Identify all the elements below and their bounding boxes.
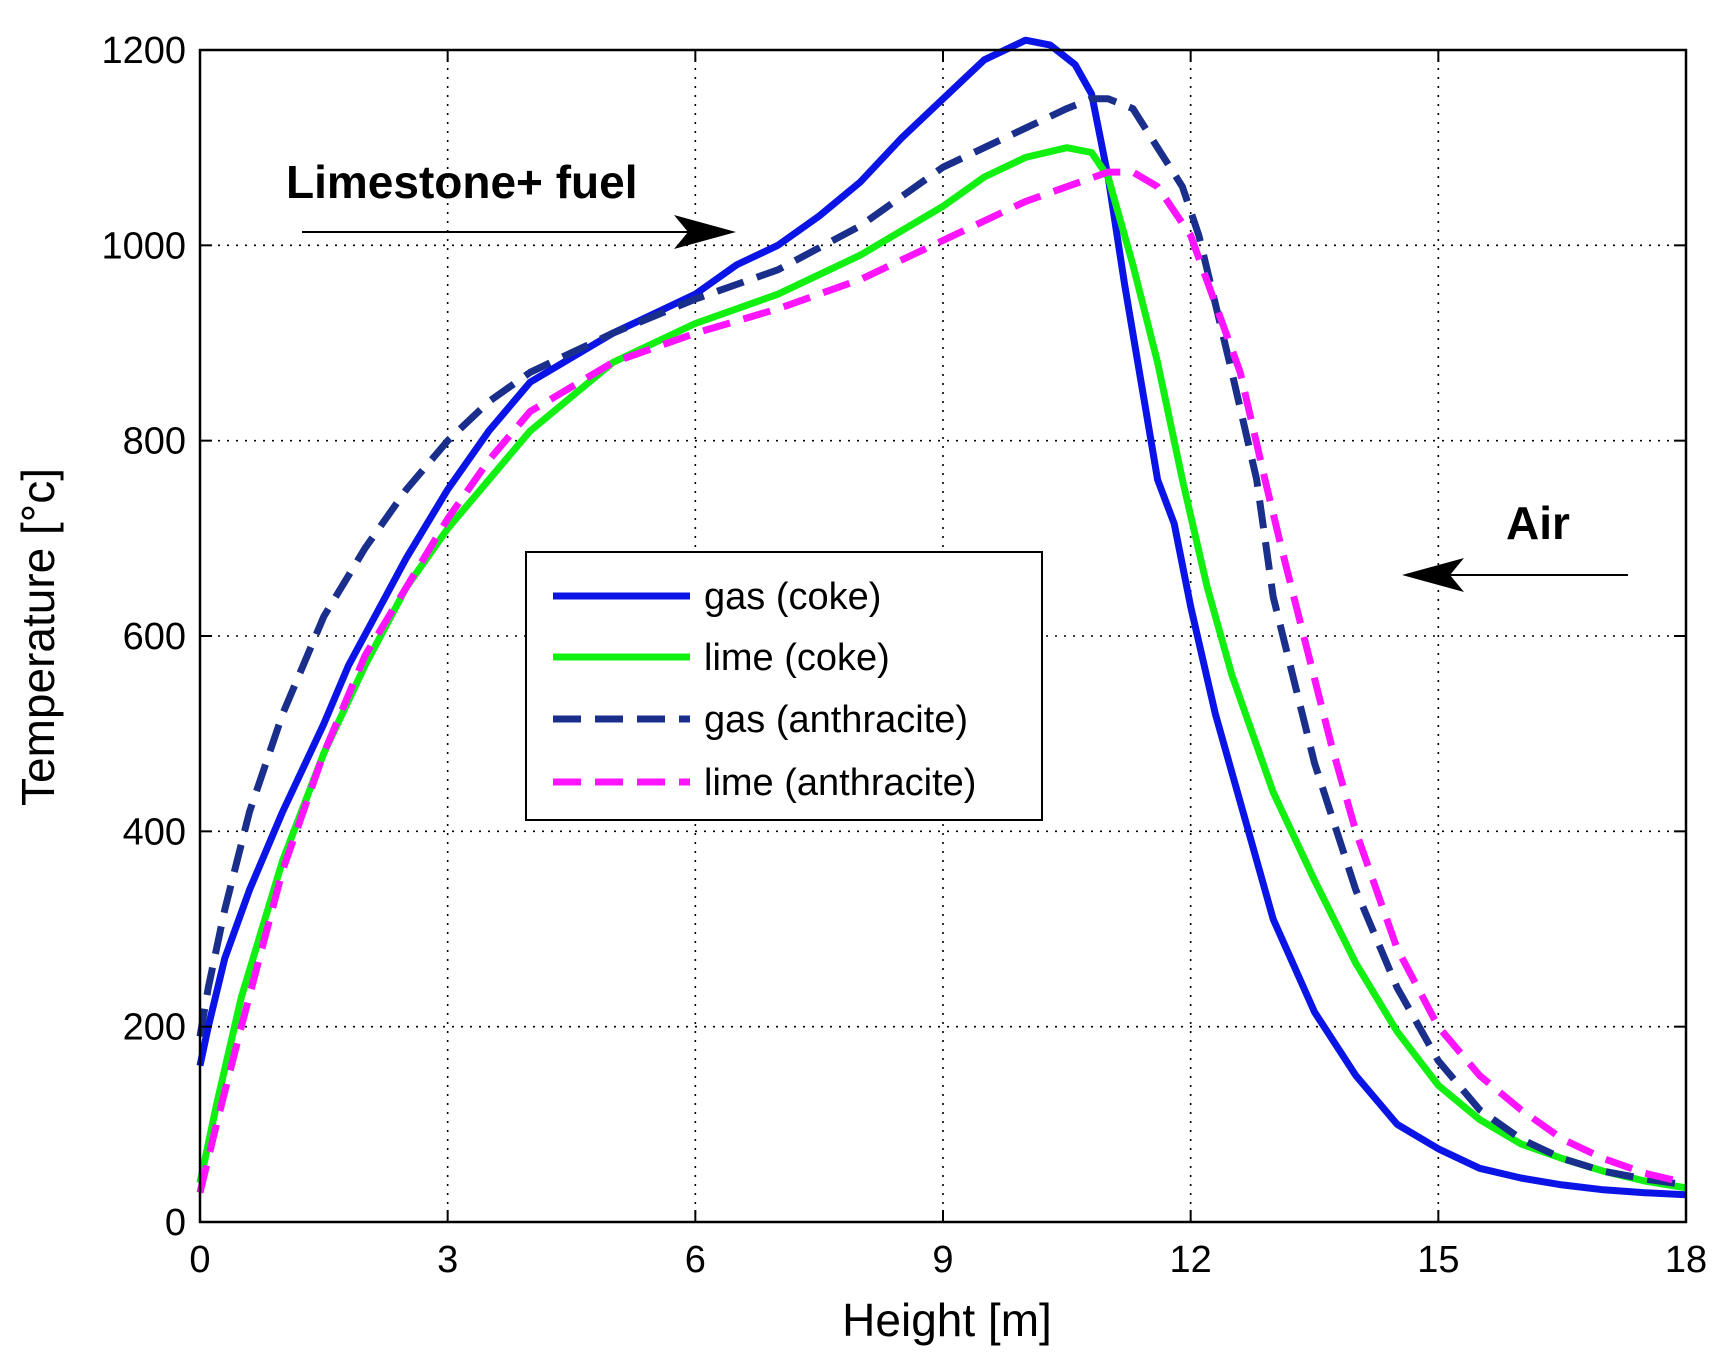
- x-tick-label: 0: [189, 1239, 210, 1281]
- legend-label-lime-coke: lime (coke): [704, 637, 890, 679]
- legend-label-lime-anthracite: lime (anthracite): [704, 762, 976, 804]
- series-line-gas-anthracite: [196, 95, 1687, 1189]
- series-line-lime-coke: [196, 144, 1687, 1192]
- y-tick-label: 400: [123, 811, 186, 853]
- x-tick-label: 18: [1665, 1239, 1707, 1281]
- legend-label-gas-coke: gas (coke): [704, 576, 881, 618]
- arrow-left-icon: [1402, 558, 1628, 592]
- x-axis-label: Height [m]: [842, 1294, 1052, 1346]
- axis-ticks: 0 3 6 9 12 15 18 0 200 400 600 800 1000 1200: [101, 30, 1707, 1281]
- x-tick-label: 9: [932, 1239, 953, 1281]
- annotation-air: Air: [1506, 497, 1570, 549]
- series-line-gas-coke: [196, 36, 1687, 1199]
- annotation-limestone-fuel: Limestone+ fuel: [286, 156, 637, 208]
- legend-label-gas-anthracite: gas (anthracite): [704, 699, 968, 741]
- legend: gas (coke) lime (coke) gas (anthracite) …: [525, 551, 1043, 821]
- y-tick-label: 800: [123, 421, 186, 463]
- series-lines: [196, 36, 1687, 1199]
- y-tick-label: 1000: [101, 225, 186, 267]
- y-axis-label: Temperature [°c]: [12, 468, 64, 806]
- y-tick-label: 0: [165, 1202, 186, 1244]
- y-tick-label: 200: [123, 1007, 186, 1049]
- series-line-lime-anthracite: [196, 168, 1687, 1194]
- x-tick-label: 12: [1170, 1239, 1212, 1281]
- y-tick-label: 1200: [101, 30, 186, 72]
- x-tick-label: 3: [437, 1239, 458, 1281]
- x-tick-label: 15: [1417, 1239, 1459, 1281]
- x-tick-label: 6: [685, 1239, 706, 1281]
- arrow-right-icon: [302, 215, 736, 249]
- y-tick-label: 600: [123, 616, 186, 658]
